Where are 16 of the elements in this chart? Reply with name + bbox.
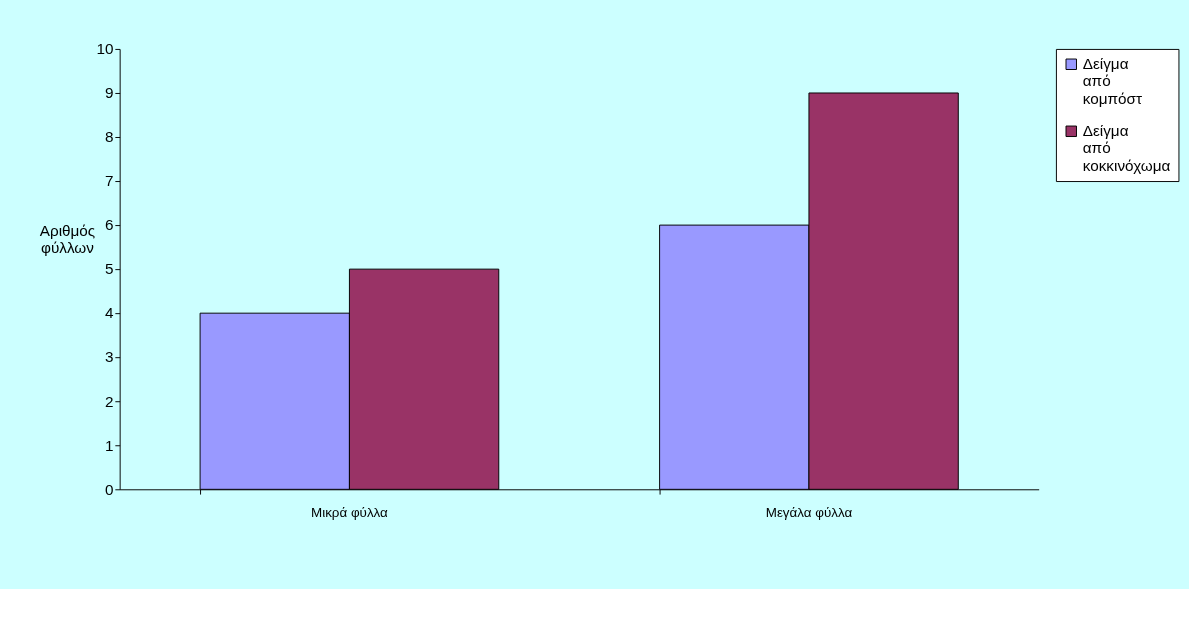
y-tick-label: 6 xyxy=(104,216,114,234)
y-tick-label: 1 xyxy=(104,436,114,454)
y-tick-label: 9 xyxy=(104,84,114,102)
y-tick-label: 8 xyxy=(104,128,114,146)
y-axis-title: Αριθμός φύλλων xyxy=(39,222,96,257)
y-tick-label: 5 xyxy=(104,260,114,278)
y-tick-label: 10 xyxy=(96,40,114,58)
y-tick-label: 7 xyxy=(104,172,114,190)
legend-label: Δείγμα από κομπόστ xyxy=(1082,55,1143,107)
y-tick-label: 2 xyxy=(104,392,114,410)
x-tick-label: Μεγάλα φύλλα xyxy=(765,504,853,520)
y-tick-label: 3 xyxy=(104,348,114,366)
y-tick-label: 4 xyxy=(104,304,114,322)
legend-label: Δείγμα από κοκκινόχωμα xyxy=(1082,122,1171,174)
x-tick-label: Μικρά φύλλα xyxy=(311,504,389,520)
y-tick-label: 0 xyxy=(104,480,114,498)
